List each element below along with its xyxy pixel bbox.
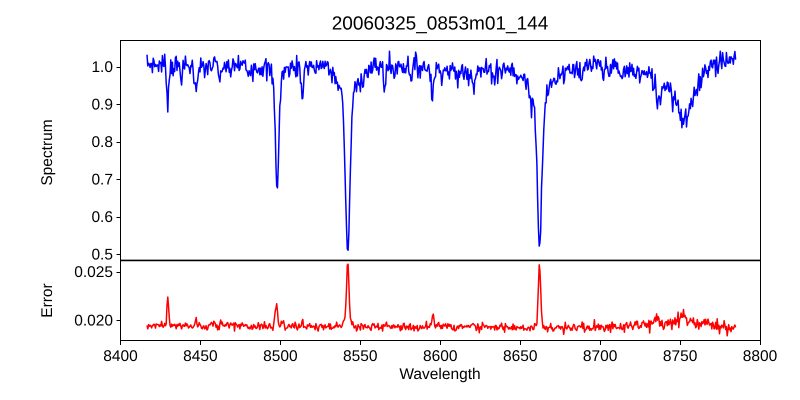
svg-text:8550: 8550 bbox=[343, 348, 378, 365]
svg-text:8650: 8650 bbox=[503, 348, 538, 365]
svg-text:0.7: 0.7 bbox=[91, 172, 113, 189]
svg-text:0.6: 0.6 bbox=[91, 209, 113, 226]
svg-text:Error: Error bbox=[39, 283, 56, 317]
svg-text:Spectrum: Spectrum bbox=[39, 119, 56, 185]
svg-text:1.0: 1.0 bbox=[91, 59, 113, 76]
svg-text:0.020: 0.020 bbox=[74, 313, 113, 330]
svg-text:Wavelength: Wavelength bbox=[399, 366, 480, 383]
svg-text:8700: 8700 bbox=[583, 348, 618, 365]
svg-text:0.9: 0.9 bbox=[91, 97, 113, 114]
svg-text:0.025: 0.025 bbox=[74, 264, 113, 281]
svg-text:8600: 8600 bbox=[423, 348, 458, 365]
svg-text:8750: 8750 bbox=[663, 348, 698, 365]
svg-text:0.8: 0.8 bbox=[91, 134, 113, 151]
svg-text:8500: 8500 bbox=[263, 348, 298, 365]
svg-text:8450: 8450 bbox=[183, 348, 218, 365]
svg-text:8400: 8400 bbox=[103, 348, 138, 365]
svg-text:0.5: 0.5 bbox=[91, 247, 113, 264]
svg-text:20060325_0853m01_144: 20060325_0853m01_144 bbox=[332, 14, 549, 35]
svg-text:8800: 8800 bbox=[743, 348, 778, 365]
